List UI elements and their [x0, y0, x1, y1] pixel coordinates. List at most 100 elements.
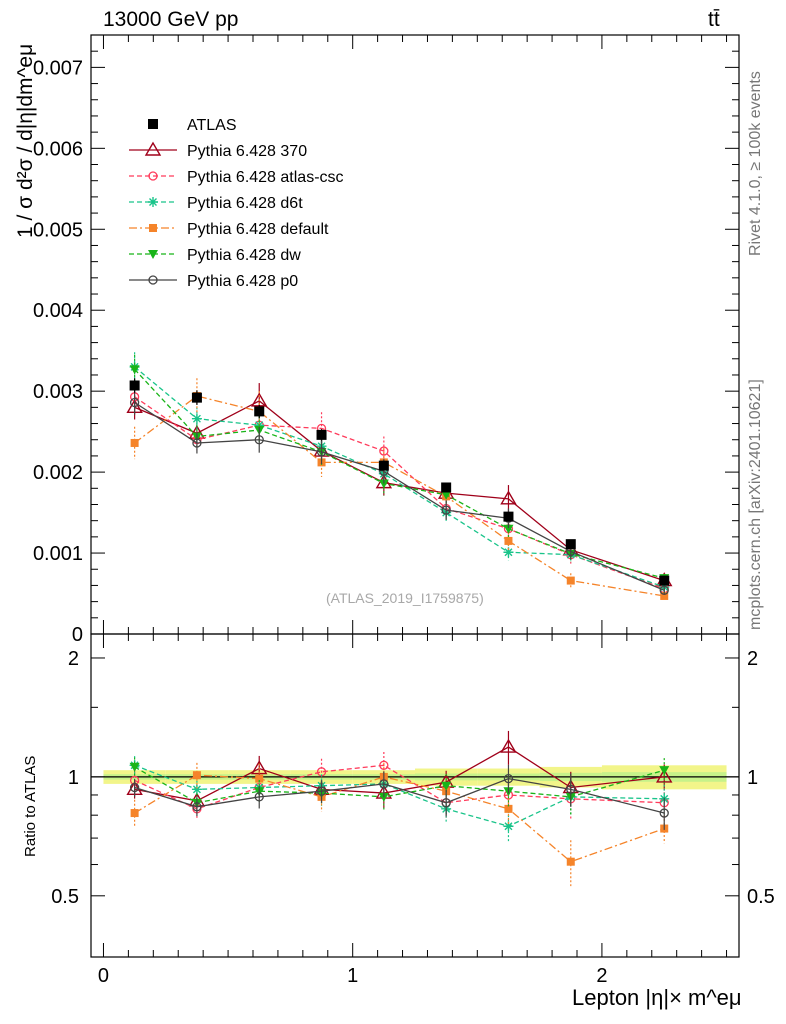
data-point	[500, 490, 517, 505]
ratio-series-line	[134, 774, 665, 863]
legend-marker	[148, 275, 158, 285]
legend-entry: Pythia 6.428 default	[129, 221, 329, 238]
ratio-point	[503, 821, 514, 832]
y-tick-label: 0.005	[33, 219, 83, 241]
data-point	[503, 547, 514, 558]
ratio-point	[379, 779, 389, 789]
legend-label: Pythia 6.428 d6t	[187, 195, 303, 212]
legend-entry: Pythia 6.428 d6t	[129, 195, 303, 212]
atlas-point	[316, 429, 327, 440]
ratio-point	[500, 738, 517, 753]
process-label: tt̄	[708, 8, 720, 31]
series-3	[130, 378, 669, 887]
ratio-point	[566, 784, 576, 794]
atlas-point	[503, 511, 514, 522]
ratio-point	[503, 773, 514, 784]
legend-label: Pythia 6.428 atlas-csc	[187, 169, 344, 186]
data-point	[503, 524, 514, 534]
data-point	[378, 479, 389, 489]
x-axis-label: Lepton |η|× m^eμ	[572, 985, 742, 1010]
legend-entry: Pythia 6.428 p0	[129, 273, 298, 290]
y-tick-label: 0	[72, 624, 83, 646]
energy-label: 13000 GeV pp	[103, 8, 239, 31]
series-layer	[126, 352, 673, 887]
series-line	[134, 395, 665, 597]
data-point	[659, 585, 669, 595]
data-point	[129, 397, 140, 408]
y-tick-label: 0.004	[33, 300, 83, 322]
atlas-point	[565, 539, 576, 550]
data-point	[316, 447, 327, 457]
series-line	[134, 366, 665, 588]
rivet-label: Rivet 4.1.0, ≥ 100k events	[747, 71, 764, 256]
ratio-tick-label: 2	[68, 648, 79, 670]
legend-entry: Pythia 6.428 370	[129, 141, 307, 160]
y-tick-label: 0.002	[33, 462, 83, 484]
ratio-series-line	[134, 764, 665, 810]
legend-label: Pythia 6.428 p0	[187, 273, 298, 290]
series-4	[129, 354, 670, 816]
legend-marker	[148, 119, 158, 129]
ratio-point	[659, 766, 670, 776]
ratio-point	[441, 798, 451, 808]
atlas-data	[129, 378, 670, 586]
atlas-point	[441, 482, 452, 493]
legend-label: Pythia 6.428 370	[187, 143, 307, 160]
legend-entry: ATLAS	[148, 117, 237, 134]
y-tick-label: 0.003	[33, 381, 83, 403]
legend-marker	[148, 171, 158, 181]
data-point	[379, 446, 389, 456]
ratio-point	[316, 786, 327, 796]
atlas-point	[378, 460, 389, 471]
legend-entry: Pythia 6.428 dw	[129, 247, 301, 264]
y-tick-label: 0.001	[33, 543, 83, 565]
data-point	[130, 438, 139, 447]
ratio-point	[504, 804, 513, 813]
atlas-point	[659, 575, 670, 586]
ratio-tick-label-right: 0.5	[747, 886, 775, 908]
ratio-tick-label-right: 1	[747, 767, 758, 789]
data-point	[566, 576, 575, 585]
atlas-point	[191, 392, 202, 403]
ratio-tick-label-right: 2	[747, 648, 758, 670]
y-tick-label: 0.007	[33, 57, 83, 79]
data-point	[254, 435, 264, 445]
ratio-point	[129, 762, 140, 772]
series-line	[134, 401, 665, 591]
ratio-point	[656, 768, 673, 783]
ratio-point	[129, 782, 140, 793]
ratio-point	[192, 802, 202, 812]
y-axis-label: 1 / σ d²σ / d|η|dm^eμ	[14, 43, 37, 238]
legend-label: Pythia 6.428 default	[187, 221, 329, 238]
series-5	[129, 390, 669, 830]
ratio-point	[130, 809, 139, 818]
series-line	[134, 400, 665, 582]
series-line	[134, 368, 665, 579]
ratio-point	[378, 792, 389, 802]
x-tick-label: 2	[596, 965, 607, 987]
y-tick-label: 0.006	[33, 138, 83, 160]
data-point	[129, 365, 140, 375]
x-tick-label: 1	[347, 965, 358, 987]
data-point	[660, 591, 669, 600]
ratio-point	[441, 781, 452, 791]
ratio-tick-label: 1	[68, 767, 79, 789]
ratio-point	[379, 760, 389, 770]
ratio-point	[191, 784, 202, 795]
source-label: mcplots.cern.ch [arXiv:2401.10621]	[747, 379, 764, 630]
legend-label: ATLAS	[187, 117, 237, 134]
legend-marker	[148, 250, 158, 259]
legend-marker	[144, 141, 162, 156]
ratio-tick-label: 0.5	[51, 886, 79, 908]
ratio-y-axis-label: Ratio to ATLAS	[22, 755, 39, 857]
legend-label: Pythia 6.428 dw	[187, 247, 301, 264]
legend-marker	[149, 224, 157, 232]
data-point	[192, 438, 202, 448]
axes-layer: 0 0.001 0.002 0.003 0.004 0.005 0.006 0.007 0.5 0…	[33, 34, 775, 987]
data-point	[441, 490, 452, 500]
analysis-tag: (ATLAS_2019_I1759875)	[326, 590, 484, 606]
atlas-point	[254, 406, 265, 417]
data-point	[441, 505, 451, 515]
atlas-point	[129, 380, 140, 391]
